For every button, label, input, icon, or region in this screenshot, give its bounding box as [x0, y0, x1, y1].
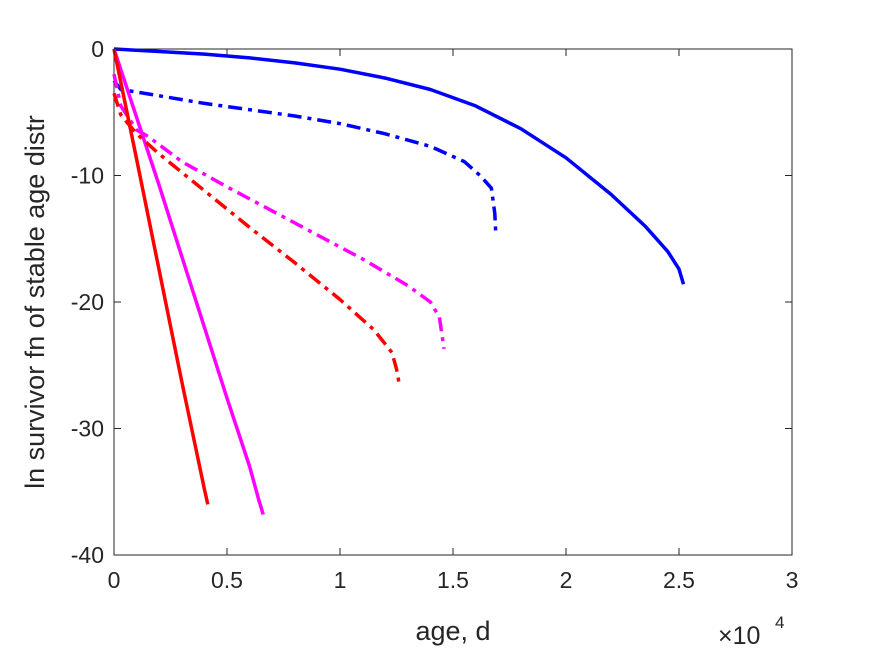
x-tick-label: 1.5 — [437, 567, 469, 593]
y-tick-label: -10 — [71, 163, 104, 189]
series-line-ff0000-dashdot — [112, 92, 401, 383]
x-axis: 0 0.5 1 1.5 2 2.5 3 — [108, 49, 799, 593]
series-layer — [112, 47, 686, 516]
y-tick-label: -30 — [71, 416, 104, 442]
plot-area — [113, 48, 793, 556]
x-tick-label: 0 — [108, 567, 121, 593]
series-line-ff00ff-solid — [112, 48, 265, 516]
x-multiplier-exponent: 4 — [775, 613, 784, 632]
series-line-ff0000-solid — [112, 48, 210, 505]
x-tick-label: 1 — [334, 567, 347, 593]
x-multiplier: ×10 4 — [718, 613, 784, 650]
x-multiplier-base: ×10 — [718, 622, 760, 650]
x-tick-label: 0.5 — [211, 567, 243, 593]
x-tick-label: 2 — [560, 567, 573, 593]
y-axis-label: ln survivor fn of stable age distr — [20, 115, 50, 489]
series-line-0000ff-dashdot — [112, 79, 498, 237]
y-tick-label: -20 — [71, 289, 104, 315]
x-axis-label: age, d — [415, 616, 490, 646]
y-tick-label: 0 — [91, 36, 104, 62]
y-tick-label: -40 — [71, 542, 104, 568]
x-tick-label: 2.5 — [663, 567, 695, 593]
x-tick-label: 3 — [786, 567, 799, 593]
y-axis: 0 -10 -20 -30 -40 — [71, 36, 792, 568]
series-line-ff00ff-dashdot — [112, 73, 446, 350]
